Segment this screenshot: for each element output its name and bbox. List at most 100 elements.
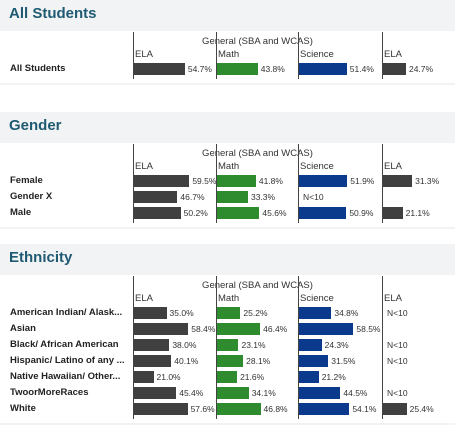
section-header: All Students [0, 0, 455, 31]
bar-math [217, 339, 239, 351]
data-label: 34.8% [334, 308, 359, 318]
row-label: Hispanic/ Latino of any ... [10, 355, 125, 366]
row-label: TwoorMoreRaces [10, 387, 89, 398]
bar-ela [134, 403, 188, 415]
bar-ela [134, 307, 167, 319]
column-label-ela: ELA [135, 293, 153, 304]
column-label-ela: ELA [384, 293, 402, 304]
suppressed-note: N<10 [387, 356, 408, 366]
column-label-ela: ELA [135, 49, 153, 60]
data-label: 50.9% [349, 208, 374, 218]
row-label: Black/ African American [10, 339, 119, 350]
data-label: 21.0% [156, 372, 181, 382]
bar-science [299, 207, 347, 219]
data-label: 41.8% [258, 176, 283, 186]
data-label: 46.8% [263, 404, 288, 414]
column-label-ela: ELA [384, 161, 402, 172]
suppressed-note: N<10 [387, 340, 408, 350]
column-separator [298, 144, 299, 223]
bar-ela [383, 175, 413, 187]
section-gender: Gender General (SBA and WCAS) ELA Math Scien… [0, 112, 455, 229]
suppressed-note: N<10 [303, 192, 324, 202]
bar-science [299, 403, 350, 415]
data-label: 31.3% [415, 176, 440, 186]
bar-math [217, 371, 238, 383]
bar-math [217, 191, 248, 203]
bar-ela [134, 387, 177, 399]
section-title: Gender [9, 117, 62, 134]
bar-ela [134, 371, 154, 383]
column-separator [382, 32, 383, 79]
column-separator [216, 32, 217, 79]
section-divider [0, 227, 455, 229]
data-label: 58.5% [356, 324, 381, 334]
column-separator [133, 144, 134, 223]
bar-ela [134, 191, 178, 203]
section-ethnicity: Ethnicity General (SBA and WCAS) ELA Math Sc… [0, 244, 455, 425]
data-label: 21.6% [240, 372, 265, 382]
data-label: 51.4% [349, 64, 374, 74]
group-label: General (SBA and WCAS) [202, 280, 313, 291]
data-label: 59.5% [192, 176, 217, 186]
data-label: 24.7% [408, 64, 434, 74]
data-label: 38.0% [172, 340, 197, 350]
bar-ela [134, 207, 181, 219]
data-label: 23.1% [241, 340, 266, 350]
column-separator [298, 32, 299, 79]
data-label: 45.6% [262, 208, 287, 218]
bar-ela [383, 63, 406, 75]
bar-math [217, 323, 261, 335]
row-label: Female [10, 175, 43, 186]
data-label: 54.1% [352, 404, 377, 414]
bar-math [217, 63, 258, 75]
bar-ela [134, 323, 189, 335]
bar-science [299, 307, 332, 319]
data-label: 57.6% [190, 404, 215, 414]
bar-science [299, 371, 319, 383]
bar-science [299, 355, 329, 367]
data-label: 33.3% [250, 192, 276, 202]
bar-science [299, 175, 348, 187]
bar-science [299, 339, 322, 351]
bar-ela [134, 63, 185, 75]
suppressed-note: N<10 [387, 308, 408, 318]
data-label: 31.5% [331, 356, 356, 366]
column-label-math: Math [218, 49, 240, 60]
data-label: 44.5% [343, 388, 368, 398]
column-separator [216, 276, 217, 419]
bar-math [217, 403, 261, 415]
column-separator [382, 276, 383, 419]
bar-math [217, 207, 260, 219]
section-title: Ethnicity [9, 249, 73, 266]
data-label: 21.2% [321, 372, 346, 382]
column-label-science: Science [300, 49, 334, 60]
data-label: 28.1% [246, 356, 271, 366]
row-label: All Students [10, 63, 66, 74]
data-label: 21.1% [405, 208, 430, 218]
bar-science [299, 387, 341, 399]
column-label-science: Science [300, 161, 334, 172]
row-label: White [10, 403, 36, 414]
data-label: 40.1% [174, 356, 199, 366]
bar-ela [134, 339, 170, 351]
row-label: Asian [10, 323, 36, 334]
column-label-math: Math [218, 293, 240, 304]
bar-ela [134, 175, 190, 187]
column-label-ela: ELA [135, 161, 153, 172]
bar-ela [383, 403, 407, 415]
section-all-students: All Students General (SBA and WCAS) ELA Mat… [0, 0, 455, 110]
data-label: 25.2% [243, 308, 268, 318]
column-label-ela: ELA [384, 49, 402, 60]
bar-ela [134, 355, 172, 367]
column-separator [133, 32, 134, 79]
data-label: 24.3% [324, 340, 349, 350]
bar-math [217, 355, 244, 367]
suppressed-note: N<10 [387, 388, 408, 398]
row-label: Native Hawaiian/ Other... [10, 371, 121, 382]
section-header: Gender [0, 112, 455, 143]
row-label: American Indian/ Alask... [10, 307, 123, 318]
data-label: 45.4% [179, 388, 204, 398]
group-label: General (SBA and WCAS) [202, 36, 313, 47]
bar-math [217, 307, 241, 319]
data-label: 58.4% [191, 324, 216, 334]
